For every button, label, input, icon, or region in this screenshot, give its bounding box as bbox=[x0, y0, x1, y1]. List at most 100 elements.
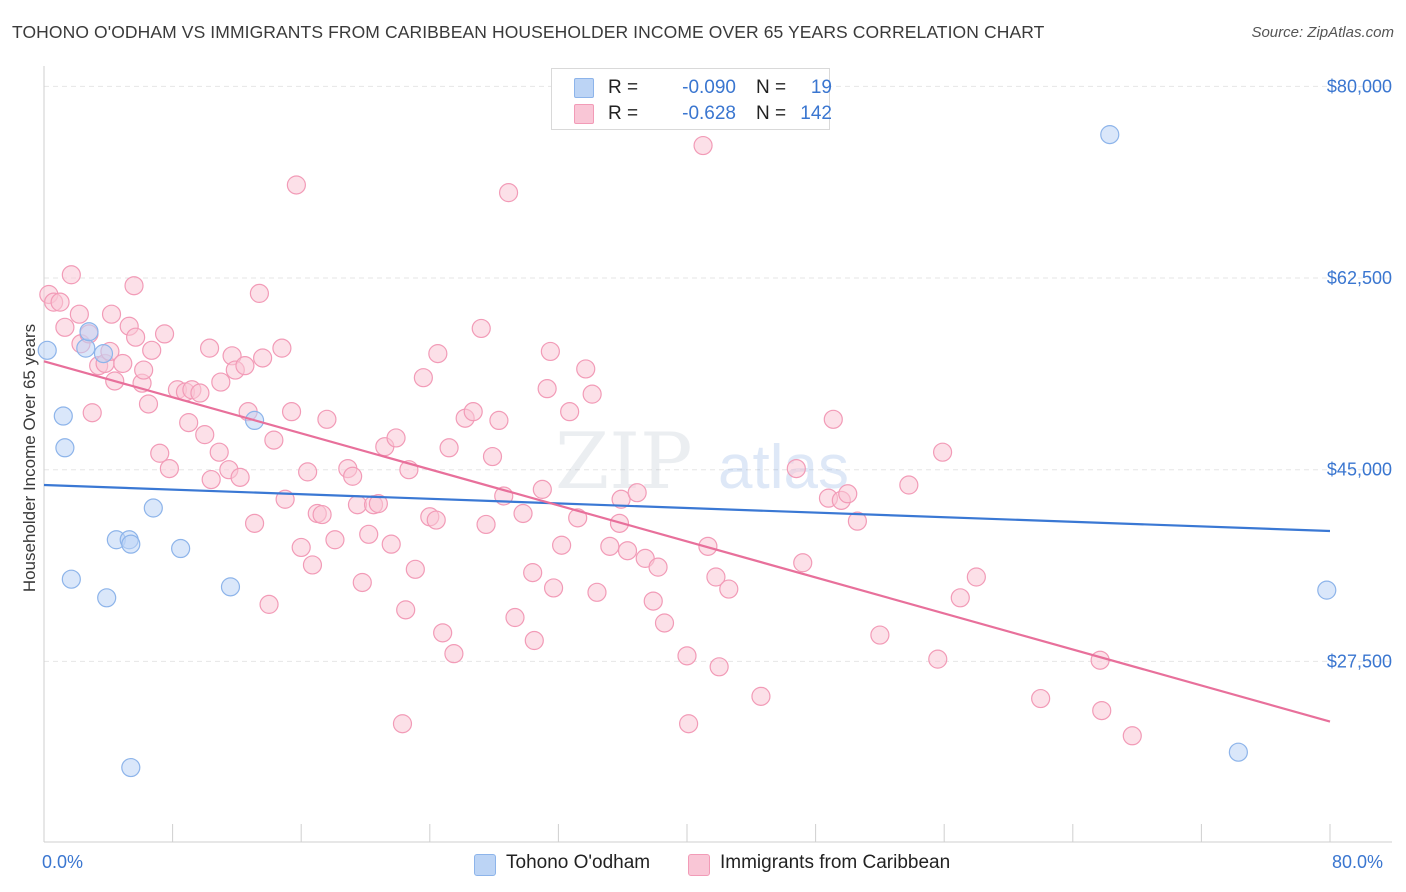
caribbean-point bbox=[786, 458, 806, 479]
caribbean-swatch bbox=[688, 854, 710, 876]
caribbean-point bbox=[719, 579, 739, 599]
n-label: N = bbox=[756, 77, 787, 98]
tohono-point bbox=[55, 438, 75, 458]
caribbean-point bbox=[428, 344, 448, 364]
tohono-point bbox=[143, 498, 163, 518]
caribbean-point bbox=[463, 402, 483, 422]
caribbean-point bbox=[439, 438, 459, 458]
caribbean-point bbox=[154, 324, 175, 344]
caribbean-point bbox=[396, 600, 416, 620]
caribbean-point bbox=[386, 428, 406, 448]
caribbean-point bbox=[540, 341, 560, 362]
caribbean-points bbox=[39, 135, 1142, 746]
caribbean-point bbox=[870, 625, 890, 645]
caribbean-point bbox=[368, 494, 388, 514]
caribbean-point bbox=[392, 714, 413, 734]
source-credit: Source: ZipAtlas.com bbox=[1251, 24, 1394, 41]
chart-title: TOHONO O'ODHAM VS IMMIGRANTS FROM CARIBB… bbox=[12, 22, 1045, 42]
y-tick-label: $27,500 bbox=[1327, 651, 1392, 671]
caribbean-point bbox=[138, 394, 159, 414]
series-legend: Tohono O'odham Immigrants from Caribbean bbox=[0, 852, 1406, 878]
tohono-points bbox=[37, 125, 1337, 778]
caribbean-point bbox=[347, 495, 368, 515]
caribbean-point bbox=[560, 402, 580, 422]
caribbean-swatch bbox=[574, 104, 594, 124]
tohono-trend-line bbox=[43, 483, 1331, 533]
y-tick-label: $62,500 bbox=[1327, 268, 1392, 288]
caribbean-point bbox=[150, 443, 170, 463]
caribbean-point bbox=[433, 623, 453, 643]
caribbean-point bbox=[489, 410, 509, 431]
caribbean-point bbox=[823, 409, 843, 429]
x-tick-min: 0.0% bbox=[42, 852, 84, 872]
caribbean-point bbox=[899, 475, 919, 495]
caribbean-point bbox=[61, 265, 81, 285]
caribbean-point bbox=[199, 338, 220, 358]
caribbean-point bbox=[352, 572, 372, 593]
caribbean-point bbox=[582, 384, 602, 404]
r-label: R = bbox=[608, 103, 639, 124]
caribbean-point bbox=[69, 304, 89, 324]
y-tick-labels: $27,500 $45,000 $62,500 $80,000 bbox=[1327, 76, 1392, 671]
caribbean-point bbox=[1092, 700, 1112, 721]
caribbean-point bbox=[706, 567, 726, 587]
caribbean-point bbox=[1122, 726, 1142, 746]
caribbean-point bbox=[50, 292, 70, 312]
tohono-point bbox=[53, 406, 73, 426]
caribbean-point bbox=[101, 304, 122, 324]
caribbean-point bbox=[966, 567, 986, 587]
caribbean-point bbox=[847, 511, 867, 531]
correlation-legend: R = -0.090 N = 19 R = -0.628 N = 142 bbox=[551, 68, 832, 130]
x-tick-max: 80.0% bbox=[1332, 852, 1384, 872]
caribbean-point bbox=[709, 657, 729, 677]
caribbean-point bbox=[751, 686, 771, 706]
caribbean-point bbox=[617, 541, 638, 561]
caribbean-point bbox=[405, 559, 425, 579]
caribbean-point bbox=[211, 372, 231, 392]
caribbean-point bbox=[291, 537, 311, 558]
caribbean-point bbox=[793, 553, 813, 573]
legend-label-tohono: Tohono O'odham bbox=[506, 852, 651, 873]
tohono-point bbox=[220, 577, 241, 597]
caribbean-point bbox=[524, 630, 544, 651]
caribbean-point bbox=[124, 276, 144, 296]
tohono-point bbox=[37, 340, 57, 360]
tohono-point bbox=[76, 338, 96, 358]
caribbean-point bbox=[654, 613, 675, 633]
caribbean-point bbox=[648, 557, 668, 577]
tohono-swatch bbox=[474, 854, 496, 876]
tohono-point bbox=[97, 588, 117, 608]
tohono-swatch bbox=[574, 78, 594, 98]
tohono-point bbox=[93, 344, 114, 364]
caribbean-point bbox=[179, 413, 199, 433]
caribbean-point bbox=[482, 446, 503, 467]
caribbean-point bbox=[1090, 650, 1110, 670]
tohono-point bbox=[1317, 580, 1337, 600]
caribbean-point bbox=[587, 582, 607, 602]
caribbean-point bbox=[298, 462, 318, 482]
caribbean-point bbox=[359, 524, 379, 544]
r-value: -0.090 bbox=[682, 77, 736, 98]
caribbean-point bbox=[1031, 688, 1051, 709]
caribbean-point bbox=[113, 353, 133, 374]
tohono-point bbox=[121, 534, 141, 554]
n-label: N = bbox=[756, 103, 787, 124]
r-value: -0.628 bbox=[682, 103, 736, 124]
y-tick-label: $45,000 bbox=[1327, 460, 1392, 480]
caribbean-point bbox=[272, 338, 292, 358]
tohono-point bbox=[121, 757, 141, 778]
caribbean-point bbox=[552, 535, 572, 555]
caribbean-point bbox=[244, 513, 265, 533]
caribbean-point bbox=[600, 536, 620, 556]
caribbean-point bbox=[611, 489, 631, 509]
caribbean-point bbox=[643, 591, 663, 611]
caribbean-trend-line bbox=[43, 360, 1331, 723]
caribbean-point bbox=[259, 594, 279, 614]
caribbean-point bbox=[471, 318, 491, 339]
caribbean-point bbox=[523, 563, 543, 583]
caribbean-point bbox=[159, 458, 179, 479]
caribbean-point bbox=[932, 442, 953, 462]
caribbean-point bbox=[444, 644, 464, 664]
tohono-point bbox=[171, 538, 191, 559]
caribbean-point bbox=[264, 430, 284, 450]
